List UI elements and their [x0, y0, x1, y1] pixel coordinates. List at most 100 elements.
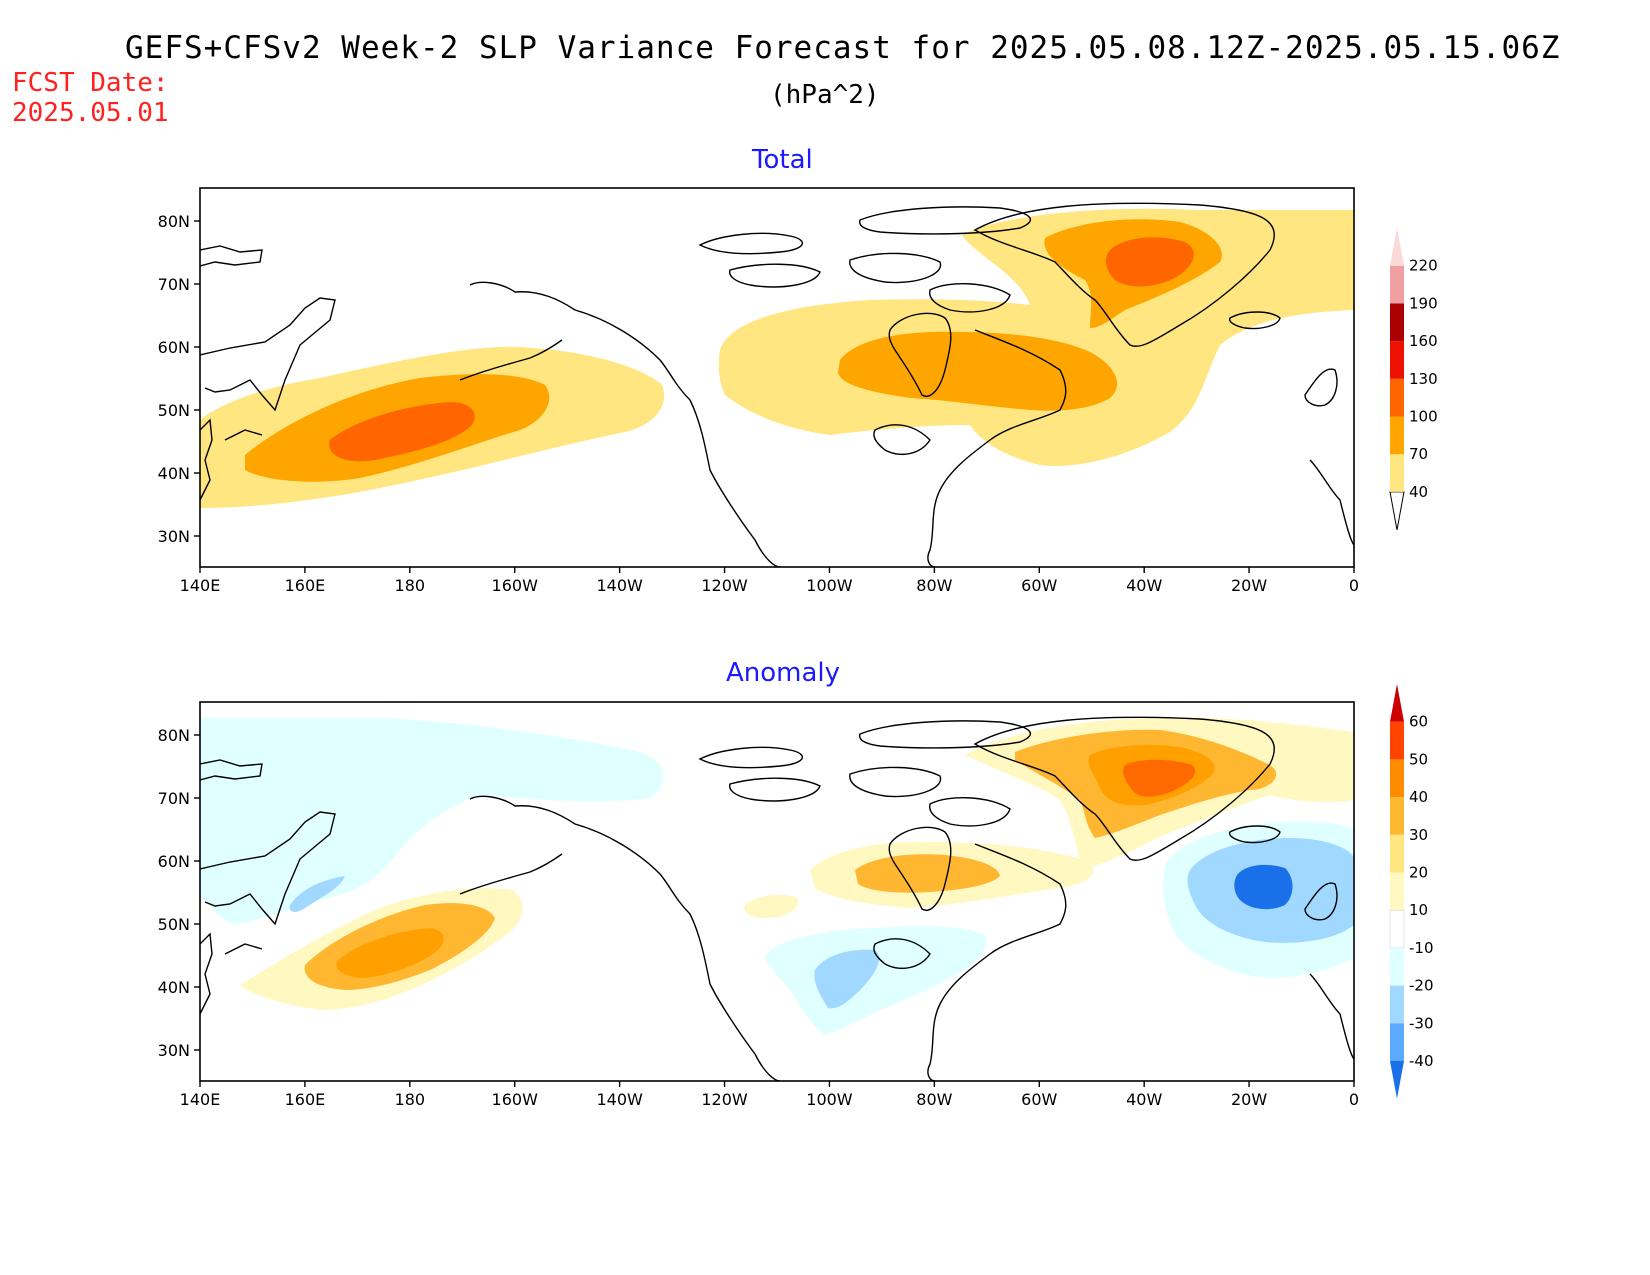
colorbar-level-label: 10	[1409, 901, 1428, 919]
colorbar-swatch	[1390, 303, 1404, 342]
colorbar-lower-triangle	[1389, 491, 1405, 530]
colorbar-swatch	[1389, 909, 1405, 949]
colorbar-level-label: 60	[1409, 713, 1428, 731]
colorbar-swatch	[1390, 947, 1404, 986]
colorbar-level-label: 30	[1409, 826, 1428, 844]
colorbar-swatch	[1390, 721, 1404, 760]
forecast-date-block: FCST Date: 2025.05.01	[12, 68, 169, 128]
anomaly-contour-neg20-bering	[289, 876, 345, 912]
colorbar-level-label: 20	[1409, 864, 1428, 882]
anomaly-coastlines	[200, 716, 1354, 1081]
colorbar-swatch	[1390, 265, 1404, 304]
colorbar-swatch	[1390, 797, 1404, 835]
colorbar-upper-triangle	[1390, 684, 1404, 722]
anomaly-colorbar: 60 50 40 30 20 10 -10 -20 -30 -40	[1389, 684, 1434, 1099]
colorbar-swatch	[1390, 454, 1404, 492]
lat-tick-label: 40N	[158, 464, 190, 483]
lat-tick-label: 50N	[158, 915, 190, 934]
lon-tick-label: 180	[395, 1090, 426, 1109]
anomaly-contour-neg20-lakes	[814, 949, 880, 1009]
colorbar-swatch	[1390, 378, 1404, 417]
anomaly-contour-neg30-atlantic	[1234, 864, 1293, 910]
colorbar-level-label: 70	[1409, 445, 1428, 463]
lon-tick-label: 160E	[285, 1090, 326, 1109]
lat-tick-label: 30N	[158, 1041, 190, 1060]
anomaly-contour-neg10-bering	[200, 718, 664, 925]
lon-tick-label: 100W	[806, 576, 853, 595]
lon-tick-label: 160W	[492, 576, 539, 595]
lon-tick-label: 140W	[596, 1090, 643, 1109]
anomaly-map-frame	[199, 701, 1355, 1082]
colorbar-swatch	[1390, 1023, 1404, 1061]
colorbar-lower-triangle	[1390, 1061, 1404, 1099]
total-axis-ticks: 140E 160E 180 160W 140W 120W 100W 80W 60W 40W 20W 0…	[158, 212, 1359, 595]
lat-tick-label: 30N	[158, 527, 190, 546]
lon-tick-label: 0	[1349, 1090, 1359, 1109]
colorbar-level-label: -20	[1409, 977, 1434, 995]
lat-tick-label: 60N	[158, 338, 190, 357]
anomaly-contour-neg10-lakes	[765, 926, 986, 1035]
total-contour-100-atlantic	[1105, 237, 1194, 287]
colorbar-swatch	[1390, 341, 1404, 379]
anomaly-axis-ticks: 140E 160E 180 160W 140W 120W 100W 80W 60W 40W 20W 0…	[158, 726, 1359, 1109]
total-panel-title: Total	[752, 145, 813, 175]
lon-tick-label: 140E	[180, 576, 221, 595]
lon-tick-label: 120W	[701, 1090, 748, 1109]
lat-tick-label: 80N	[158, 212, 190, 231]
total-colorbar: 40 70 100 130 160 190 220	[1389, 228, 1438, 530]
lon-tick-label: 20W	[1231, 576, 1267, 595]
lon-tick-label: 60W	[1021, 1090, 1057, 1109]
total-coastlines	[200, 202, 1354, 567]
total-shading	[200, 208, 1354, 508]
colorbar-swatch	[1390, 759, 1404, 798]
lon-tick-label: 20W	[1231, 1090, 1267, 1109]
total-contour-100-pacific	[329, 402, 475, 462]
colorbar-level-label: 160	[1409, 332, 1438, 350]
total-map-frame	[199, 187, 1355, 568]
chart-title: GEFS+CFSv2 Week-2 SLP Variance Forecast …	[125, 30, 1561, 66]
lon-tick-label: 40W	[1126, 576, 1162, 595]
colorbar-swatch	[1390, 872, 1404, 911]
lon-tick-label: 120W	[701, 576, 748, 595]
colorbar-level-label: 40	[1409, 483, 1428, 501]
lat-tick-label: 50N	[158, 401, 190, 420]
lon-tick-label: 160W	[492, 1090, 539, 1109]
colorbar-level-label: 40	[1409, 788, 1428, 806]
lon-tick-label: 40W	[1126, 1090, 1162, 1109]
colorbar-swatch	[1390, 834, 1404, 873]
colorbar-level-label: 100	[1409, 408, 1438, 426]
anomaly-contour-10-west	[744, 894, 799, 918]
lat-tick-label: 80N	[158, 726, 190, 745]
colorbar-level-label: -40	[1409, 1052, 1434, 1070]
anomaly-panel-title: Anomaly	[726, 658, 841, 688]
colorbar-level-label: 50	[1409, 750, 1428, 768]
lon-tick-label: 160E	[285, 576, 326, 595]
lon-tick-label: 140W	[596, 576, 643, 595]
units-label: (hPa^2)	[770, 80, 880, 110]
lon-tick-label: 60W	[1021, 576, 1057, 595]
anomaly-contour-40-greenland	[1122, 759, 1196, 797]
colorbar-level-label: -30	[1409, 1014, 1434, 1032]
lon-tick-label: 180	[395, 576, 426, 595]
lon-tick-label: 80W	[916, 1090, 952, 1109]
anomaly-contour-20-canada	[855, 854, 1000, 893]
total-map-panel: 140E 160E 180 160W 140W 120W 100W 80W 60W 40W 20W 0…	[158, 187, 1359, 595]
colorbar-swatch	[1390, 416, 1404, 455]
forecast-date-value: 2025.05.01	[12, 98, 169, 128]
anomaly-map-panel: 140E 160E 180 160W 140W 120W 100W 80W 60W 40W 20W 0…	[158, 701, 1359, 1109]
colorbar-level-label: 220	[1409, 257, 1438, 275]
lon-tick-label: 140E	[180, 1090, 221, 1109]
lat-tick-label: 40N	[158, 978, 190, 997]
colorbar-level-label: 190	[1409, 294, 1438, 312]
colorbar-upper-triangle	[1390, 228, 1404, 266]
lon-tick-label: 0	[1349, 576, 1359, 595]
lon-tick-label: 80W	[916, 576, 952, 595]
lat-tick-label: 70N	[158, 789, 190, 808]
forecast-date-label: FCST Date:	[12, 68, 169, 98]
lat-tick-label: 60N	[158, 852, 190, 871]
colorbar-swatch	[1390, 985, 1404, 1024]
colorbar-level-label: -10	[1409, 939, 1434, 957]
anomaly-contour-30-pacific	[336, 928, 444, 978]
anomaly-shading	[200, 717, 1354, 1035]
